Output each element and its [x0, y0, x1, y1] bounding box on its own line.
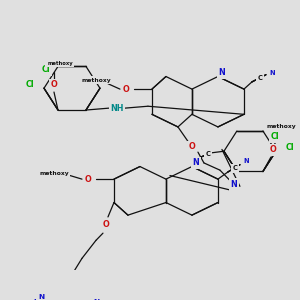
- Text: N: N: [193, 158, 199, 167]
- Text: NH: NH: [110, 103, 124, 112]
- Text: N: N: [269, 70, 275, 76]
- Text: O: O: [85, 175, 91, 184]
- Text: C: C: [206, 151, 210, 157]
- Text: methoxy: methoxy: [47, 61, 73, 66]
- Text: O: O: [269, 146, 276, 154]
- Text: N: N: [243, 158, 249, 164]
- Text: N: N: [219, 68, 225, 77]
- Text: methoxy: methoxy: [266, 124, 296, 129]
- Text: Cl: Cl: [26, 80, 34, 89]
- Text: N: N: [191, 157, 197, 163]
- Text: N: N: [93, 298, 99, 300]
- Text: C: C: [232, 165, 237, 171]
- Text: Cl: Cl: [286, 143, 294, 152]
- Text: N: N: [33, 298, 39, 300]
- Text: C: C: [257, 75, 262, 81]
- Text: N: N: [231, 180, 237, 189]
- Text: Cl: Cl: [271, 132, 279, 141]
- Text: Cl: Cl: [42, 65, 50, 74]
- Text: O: O: [123, 85, 129, 94]
- Text: O: O: [51, 80, 57, 89]
- Text: O: O: [103, 220, 109, 229]
- Text: methoxy: methoxy: [81, 78, 111, 82]
- Text: N: N: [38, 294, 44, 300]
- Text: O: O: [189, 142, 195, 151]
- Text: methoxy: methoxy: [39, 171, 69, 176]
